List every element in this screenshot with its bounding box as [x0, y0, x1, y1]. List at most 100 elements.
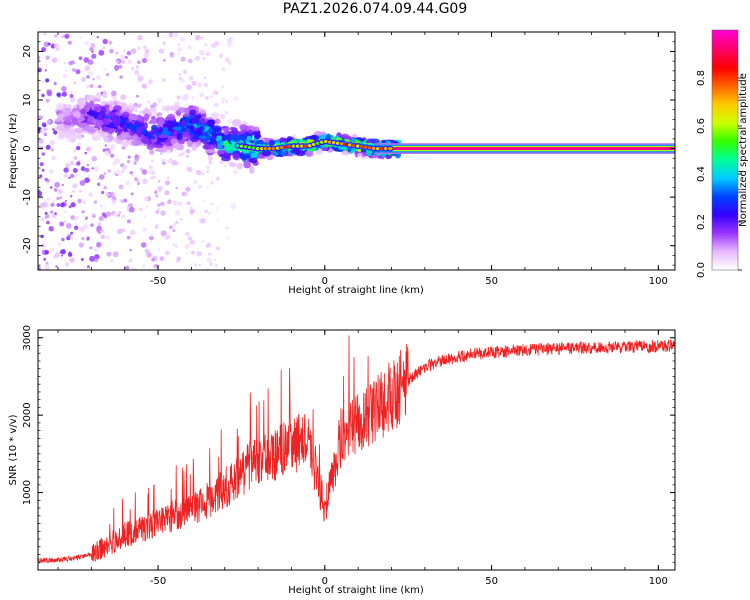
colorbar-slice: [712, 140, 738, 143]
spectrogram-cell: [118, 211, 122, 215]
spectrogram-cell: [67, 40, 72, 45]
spectrogram-cell: [120, 54, 125, 59]
colorbar-slice: [712, 50, 738, 53]
spectrogram-cell: [143, 215, 146, 218]
spectrogram-cell: [184, 243, 191, 250]
spectrogram-cell: [93, 166, 99, 172]
colorbar-slice: [712, 116, 738, 119]
colorbar-slice: [712, 218, 738, 221]
spectrogram-cell: [54, 252, 61, 258]
spectrogram-cell: [208, 160, 213, 165]
colorbar-slice: [712, 96, 738, 99]
spectrogram-cell: [221, 97, 226, 101]
spectrogram-cell: [91, 155, 97, 162]
spectrogram-cell: [97, 177, 100, 180]
spectrogram-cell: [52, 128, 55, 131]
spectrogram-cell: [207, 128, 214, 133]
spectrogram-cell: [43, 124, 47, 127]
spectrogram-cell: [114, 118, 121, 127]
spectrogram-cell: [103, 150, 110, 156]
spectrogram-cell: [63, 110, 72, 117]
spectrogram-cell: [54, 181, 60, 188]
spectrogram-cell: [49, 186, 53, 189]
spectrogram-cell: [208, 261, 214, 266]
spectrogram-cell: [229, 126, 236, 131]
colorbar-slice: [712, 156, 738, 159]
spectrogram-cell: [149, 149, 155, 155]
snr-frame: [37, 329, 676, 571]
colorbar-slice: [712, 36, 738, 39]
colorbar-slice: [712, 194, 738, 197]
spectrogram-cell: [96, 241, 102, 248]
spectrogram-cell: [64, 220, 67, 224]
spectrogram-cell: [130, 105, 140, 109]
spectrogram-cell: [131, 173, 135, 177]
spectrogram-cell: [134, 177, 140, 183]
spectrogram-cell: [88, 128, 97, 134]
spectrogram-cell: [53, 81, 57, 86]
colorbar-slice: [712, 40, 738, 43]
spectrogram-cell: [98, 49, 105, 56]
spectrogram-cell: [38, 138, 44, 144]
spectrogram-cell: [106, 251, 112, 257]
spectrogram-cell: [185, 148, 191, 154]
spectrogram-cell: [215, 91, 219, 95]
colorbar-slice: [712, 124, 738, 127]
spectrogram-cell: [166, 113, 176, 121]
spectrogram-cell: [204, 43, 208, 46]
colorbar-slice: [712, 160, 738, 163]
colorbar-label: Normalized spectral amplitude: [738, 73, 749, 227]
spectrogram-cell: [187, 166, 193, 173]
spectrogram-cell: [190, 133, 199, 139]
spectrogram-cell: [96, 36, 99, 39]
spectrogram-cell: [151, 118, 157, 123]
colorbar-slice: [712, 186, 738, 189]
spectrogram-cell: [87, 59, 94, 65]
spectrogram-cell: [197, 82, 202, 88]
spectrogram-cell: [64, 262, 70, 267]
colorbar-slice: [712, 80, 738, 83]
colorbar-slice: [712, 44, 738, 47]
spectrogram-cell: [200, 109, 207, 114]
spectrogram-cell: [170, 105, 180, 112]
colorbar-slice: [712, 48, 738, 51]
spectrogram-cell: [114, 105, 123, 112]
spectrogram-cell: [53, 188, 58, 192]
spectrogram-cell: [215, 151, 218, 155]
spectrogram-cell: [191, 117, 197, 125]
spectrogram-cell: [207, 154, 213, 161]
spectrogram-cell: [185, 252, 189, 256]
spectrogram-cell: [213, 102, 219, 108]
spectrogram-cell: [124, 180, 130, 186]
spectrogram-cell: [100, 101, 107, 106]
colorbar-slice: [712, 236, 738, 239]
spectrogram-cell: [103, 46, 106, 49]
spectrogram-cell: [177, 47, 183, 52]
snr-xlabel: Height of straight line (km): [288, 585, 424, 596]
spectrogram-cell: [136, 126, 143, 134]
colorbar-slice: [712, 168, 738, 171]
spectrogram-cell: [182, 69, 188, 75]
spectrogram-cell: [112, 251, 119, 258]
spectrogram-cell: [152, 102, 158, 107]
x-tick-label: 0: [322, 576, 328, 587]
spectrogram-cell: [137, 35, 143, 41]
spectrogram-cell: [357, 152, 363, 157]
spectrogram-cell: [191, 80, 197, 86]
spectrogram-cell: [97, 84, 102, 89]
colorbar-slice: [712, 146, 738, 149]
spectrogram-cell: [46, 119, 52, 125]
spectrogram-cell: [198, 125, 205, 132]
spectrogram-cell: [72, 184, 77, 189]
spectrogram-cell: [87, 175, 90, 178]
spectrogram-cell: [187, 236, 192, 241]
spectrogram-cell: [215, 246, 220, 251]
spectrogram-cell: [172, 36, 175, 39]
spectrogram-cell: [86, 146, 92, 152]
colorbar-slice: [712, 238, 738, 241]
spectrogram-cell: [52, 200, 56, 203]
spectrogram-cell: [56, 102, 64, 110]
colorbar-slice: [712, 220, 738, 223]
spectrogram-cell: [75, 172, 79, 176]
colorbar-slice: [712, 94, 738, 97]
